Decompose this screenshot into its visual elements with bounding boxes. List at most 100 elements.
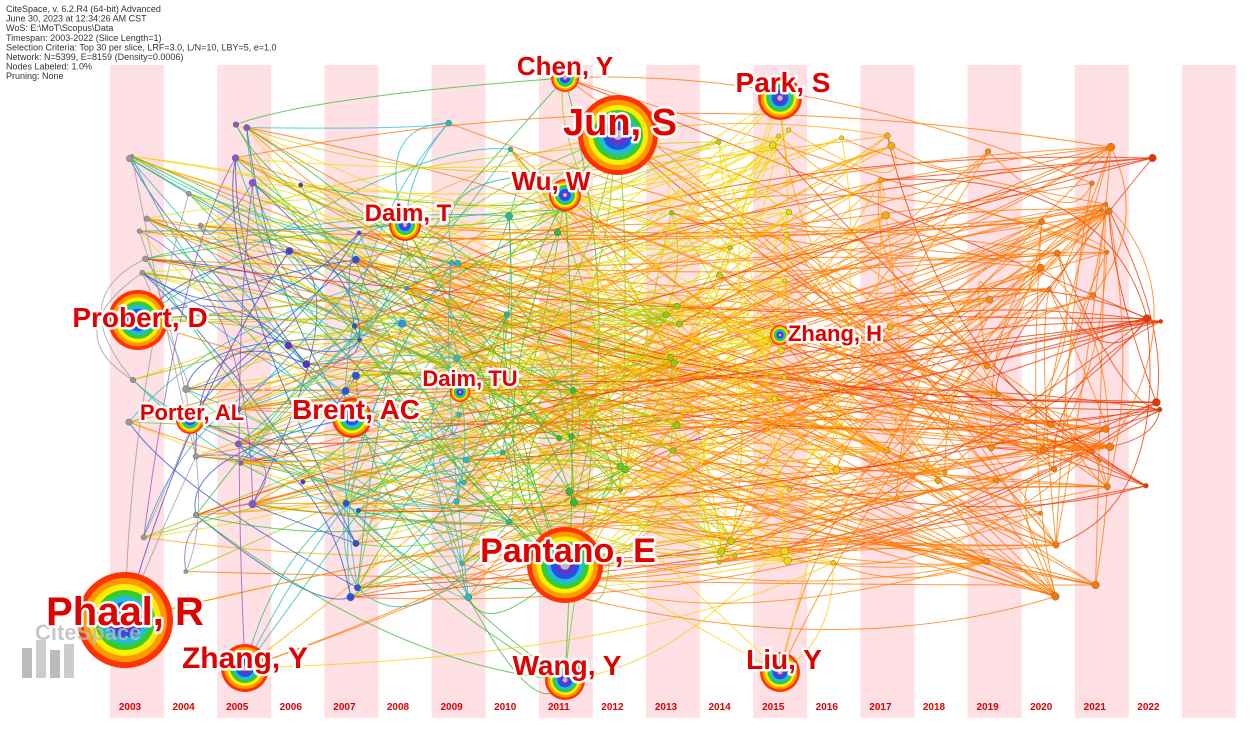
small-node [1152, 398, 1161, 407]
small-node [1156, 406, 1163, 413]
edge [1095, 204, 1107, 586]
edge [1024, 468, 1056, 597]
edge [672, 450, 1057, 551]
edge [1105, 203, 1160, 403]
edge [195, 455, 1096, 586]
edge [252, 144, 774, 505]
edge [345, 209, 564, 392]
edge [563, 209, 1111, 448]
small-node [570, 387, 577, 394]
edge [131, 156, 774, 340]
edge [345, 366, 992, 449]
edge [131, 156, 837, 471]
edge [139, 230, 997, 481]
edge [399, 417, 463, 564]
edge [772, 144, 1147, 487]
year-label: 2014 [708, 702, 731, 713]
small-node [832, 466, 841, 474]
edge [779, 137, 852, 673]
small-node [1089, 292, 1097, 299]
edge [238, 371, 677, 426]
edge [406, 287, 1056, 595]
edge [679, 157, 1153, 325]
header: CiteSpace, v. 6.2.R4 (64-bit) AdvancedJu… [6, 4, 277, 81]
edge [719, 211, 1110, 563]
edge [289, 250, 781, 673]
edge [508, 390, 581, 523]
edge [355, 259, 1050, 311]
edge [129, 158, 353, 419]
edge [346, 399, 1157, 504]
node-label: Liu, Y [746, 644, 822, 675]
small-node [830, 560, 836, 566]
edge [1043, 146, 1112, 450]
small-node [453, 355, 461, 363]
edge [502, 418, 1094, 454]
small-node [568, 433, 575, 440]
edge [833, 451, 1094, 565]
small-node [342, 499, 350, 507]
edge [991, 409, 1161, 452]
small-node [235, 406, 242, 413]
node-ring [188, 418, 192, 422]
edge [463, 305, 678, 483]
edge [350, 451, 1094, 600]
small-node [670, 359, 678, 367]
edge [142, 272, 622, 467]
edge [1048, 288, 1148, 344]
edge [406, 156, 1153, 289]
small-node [464, 593, 473, 601]
edge [564, 141, 719, 196]
small-node [454, 260, 462, 267]
edge [354, 325, 988, 562]
year-label: 2011 [548, 702, 570, 713]
small-node [786, 209, 793, 216]
edge [399, 366, 461, 418]
edge [625, 151, 989, 470]
edge [139, 135, 779, 241]
edge [142, 144, 773, 274]
small-node [884, 132, 891, 139]
edge [358, 409, 1160, 512]
edge [468, 539, 732, 598]
edge [896, 210, 1110, 498]
small-node [300, 479, 306, 485]
edge [886, 294, 1094, 451]
small-node [565, 487, 574, 496]
edge [719, 547, 1096, 586]
edge [558, 135, 780, 439]
edge [510, 148, 1056, 597]
small-node [1103, 201, 1109, 207]
small-node [781, 374, 788, 380]
small-node [782, 278, 788, 284]
year-label: 2013 [655, 702, 678, 713]
edge [359, 336, 837, 471]
watermark: CiteSpace [22, 620, 141, 678]
node-label: Zhang, H [788, 321, 882, 346]
edge [565, 428, 1106, 580]
edge [1048, 288, 1109, 433]
node-label: Jun, S [563, 102, 677, 144]
small-node [140, 534, 147, 541]
edge [466, 459, 1108, 488]
year-label: 2019 [976, 702, 999, 713]
edge [404, 224, 566, 566]
edge [358, 448, 888, 511]
edge [620, 280, 786, 491]
node-ring [563, 193, 567, 197]
small-node [503, 311, 510, 318]
edge [142, 232, 360, 302]
edge [679, 323, 946, 473]
edge [996, 157, 1153, 395]
small-node [1050, 466, 1058, 473]
edge [564, 449, 1044, 567]
edge [701, 334, 781, 563]
edge [235, 157, 680, 325]
small-node [985, 148, 992, 155]
small-node [1104, 249, 1110, 255]
edge [609, 394, 998, 559]
small-node [448, 259, 455, 266]
edge [355, 356, 671, 544]
small-node [715, 138, 722, 145]
edge [139, 230, 254, 505]
